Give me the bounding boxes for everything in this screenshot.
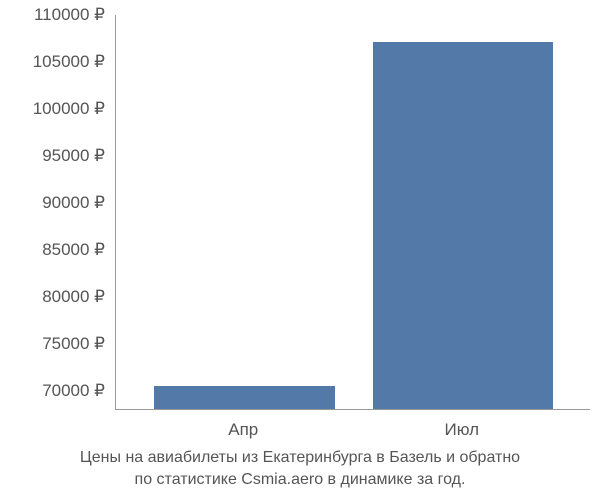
bar [154,386,335,410]
price-chart: 70000 ₽ 75000 ₽ 80000 ₽ 85000 ₽ 90000 ₽ 95000… [0,0,600,500]
bar [373,42,554,409]
x-tick-label: Июл [444,420,479,440]
y-tick-label: 105000 ₽ [33,52,105,72]
y-tick-label: 75000 ₽ [42,334,105,354]
caption-line-2: по статистике Csmia.aero в динамике за г… [135,471,466,488]
y-tick-label: 110000 ₽ [34,5,105,25]
y-tick-label: 70000 ₽ [42,381,105,401]
y-tick-label: 80000 ₽ [42,287,105,307]
chart-caption: Цены на авиабилеты из Екатеринбурга в Ба… [0,447,600,490]
y-tick-label: 100000 ₽ [33,99,105,119]
y-tick-label: 85000 ₽ [42,240,105,260]
y-tick-label: 90000 ₽ [42,193,105,213]
x-tick-label: Апр [228,420,258,440]
y-tick-label: 95000 ₽ [42,146,105,166]
caption-line-1: Цены на авиабилеты из Екатеринбурга в Ба… [80,449,520,466]
plot-area [115,15,590,410]
